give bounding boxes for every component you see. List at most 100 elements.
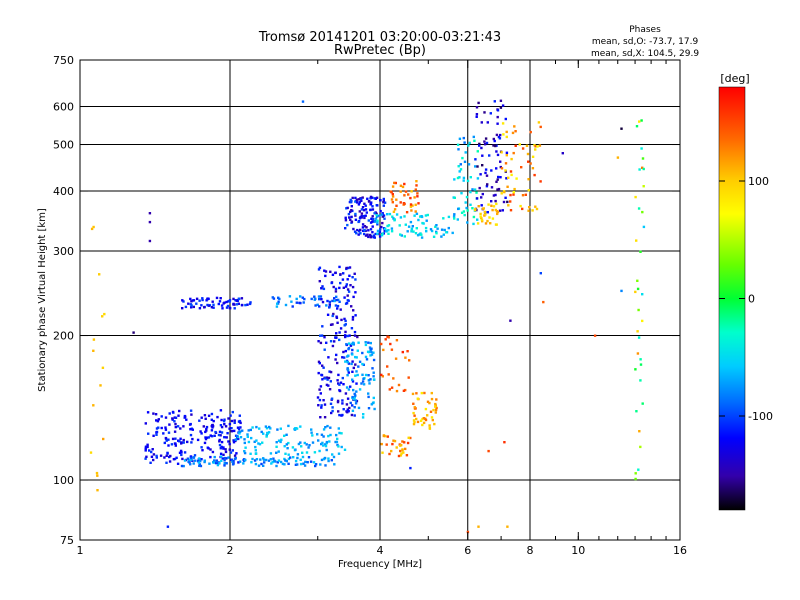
data-point (499, 99, 503, 102)
data-point (155, 456, 158, 459)
data-point (369, 228, 373, 231)
data-point (354, 394, 357, 397)
data-point (443, 228, 446, 232)
data-point (237, 461, 240, 464)
data-point (367, 235, 370, 239)
data-point (351, 285, 355, 289)
data-point (223, 459, 226, 462)
data-point (222, 447, 225, 450)
data-point (241, 429, 244, 432)
data-point (494, 144, 497, 148)
data-point (98, 273, 101, 276)
data-point (496, 178, 499, 181)
data-point (251, 457, 254, 461)
data-point (335, 332, 338, 335)
data-point (359, 228, 362, 232)
data-point (239, 430, 242, 433)
data-point (521, 207, 524, 211)
data-point (317, 268, 321, 271)
data-point (367, 341, 370, 344)
data-point (371, 196, 374, 199)
data-point (483, 143, 487, 146)
data-point (416, 234, 420, 237)
data-point (512, 193, 515, 196)
data-point (338, 265, 341, 269)
data-point (372, 218, 375, 221)
data-point (352, 343, 355, 346)
data-point (249, 301, 252, 304)
data-point (391, 442, 394, 446)
data-point (413, 214, 416, 217)
data-point (395, 446, 398, 449)
data-point (354, 278, 357, 281)
data-point (311, 434, 314, 437)
data-point (335, 440, 339, 444)
data-point (233, 421, 236, 424)
data-point (155, 454, 158, 458)
data-point (340, 445, 343, 449)
data-point (515, 177, 518, 180)
data-point (152, 434, 155, 437)
data-point (265, 427, 269, 430)
data-point (255, 425, 258, 429)
data-point (229, 451, 233, 454)
data-point (496, 153, 500, 157)
data-point (336, 307, 339, 310)
data-point (181, 457, 184, 461)
data-point (198, 299, 201, 302)
data-point (349, 218, 352, 221)
data-point (362, 413, 365, 416)
data-point (365, 226, 368, 229)
data-point (380, 234, 384, 237)
data-point (435, 232, 438, 235)
data-point (299, 462, 303, 466)
data-point (317, 371, 320, 375)
data-point (233, 307, 236, 310)
data-point (220, 445, 223, 449)
data-point (457, 148, 460, 151)
data-point (475, 106, 479, 109)
data-point (485, 185, 489, 188)
data-point (486, 211, 489, 214)
data-point (513, 187, 516, 191)
data-point (165, 461, 168, 464)
data-point (428, 424, 431, 427)
data-point (393, 439, 397, 443)
data-point (201, 449, 204, 452)
x-tick-label: 2 (227, 544, 234, 557)
data-point (635, 239, 638, 242)
data-point (331, 273, 335, 276)
data-point (342, 383, 345, 386)
data-point (233, 454, 237, 457)
data-point (323, 456, 327, 460)
data-point (296, 463, 299, 466)
data-point (350, 362, 353, 366)
data-point (196, 438, 200, 442)
data-point (362, 209, 366, 212)
data-point (219, 409, 223, 412)
data-point (287, 441, 290, 445)
data-point (428, 426, 431, 430)
data-point (347, 410, 350, 413)
data-point (393, 208, 397, 211)
data-point (481, 164, 484, 167)
data-point (243, 441, 246, 445)
data-point (636, 279, 639, 282)
data-point (430, 229, 434, 233)
data-point (301, 451, 304, 454)
data-point (329, 402, 333, 405)
data-point (355, 382, 358, 385)
data-point (204, 437, 208, 441)
data-point (170, 443, 174, 446)
data-point (338, 331, 341, 334)
data-point (414, 188, 417, 191)
data-point (347, 388, 351, 391)
data-point (258, 427, 261, 430)
data-point (321, 325, 324, 328)
data-point (481, 220, 484, 223)
data-point (168, 460, 172, 463)
data-point (363, 228, 366, 232)
data-point (376, 221, 379, 224)
y-tick-label: 300 (53, 245, 74, 258)
data-point (301, 100, 305, 103)
